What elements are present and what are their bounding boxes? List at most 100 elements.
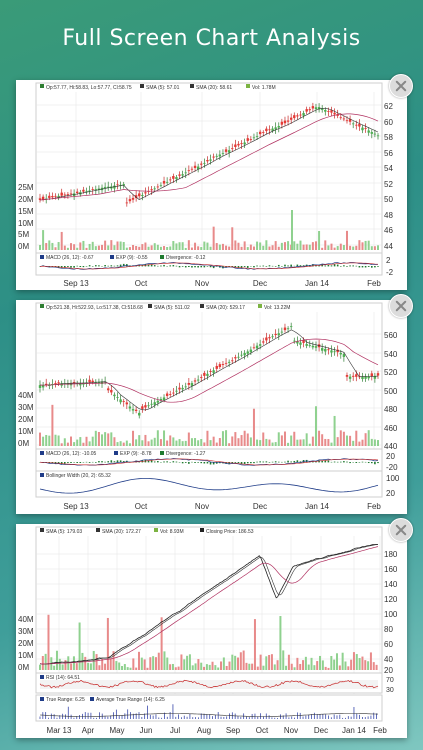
divergence-bar [76, 265, 79, 267]
candle-body [122, 184, 125, 186]
candle-body [361, 376, 364, 380]
chart-2-svg[interactable]: Op:521.38, Hi:522.93, Lo:517.38, Cl:518.… [16, 300, 407, 514]
divergence-bar [259, 461, 261, 463]
close-icon[interactable] [389, 518, 413, 542]
volume-bar [153, 243, 156, 250]
exp-line [39, 458, 379, 466]
candle-body [97, 381, 101, 384]
divergence-bar [250, 462, 252, 464]
volume-bar [129, 667, 132, 670]
chart-2-bollinger [39, 478, 379, 494]
candle-body [330, 110, 333, 113]
volume-bar [138, 246, 141, 250]
chart-3-volume-bars [39, 614, 378, 670]
candle-body [345, 120, 349, 122]
candle-body [196, 166, 200, 170]
macd-label: MACD (26, 12): -0.67 [46, 255, 94, 261]
candle-body [138, 193, 141, 197]
volume-bar [73, 442, 76, 446]
candle-body [159, 398, 163, 401]
x-tick: Feb [367, 279, 381, 288]
volume-bar [221, 431, 224, 446]
divergence-bar [321, 264, 323, 267]
chart-panel-2[interactable]: Op:521.38, Hi:522.93, Lo:517.38, Cl:518.… [16, 294, 413, 514]
candle-body [234, 357, 237, 359]
candle-body [370, 373, 373, 377]
volume-bar [169, 435, 172, 446]
volume-bar [305, 244, 308, 250]
volume-bar [91, 241, 94, 250]
divergence-bar [191, 266, 193, 268]
chart-panel-3[interactable]: SMA (5): 179.03 SMA (20): 172.27 Vol: 8.… [16, 518, 413, 738]
divergence-bar [197, 462, 199, 463]
bollinger-label: Bollinger Width (20, 2): 65.32 [46, 473, 111, 479]
volume-bar [259, 440, 262, 446]
divergence-bar [268, 265, 271, 267]
volume-bar [259, 242, 262, 250]
divergence-bar [129, 265, 131, 267]
volume-bar [215, 243, 218, 250]
volume-bar [140, 657, 143, 670]
candle-body [293, 115, 296, 119]
volume-bar [283, 242, 286, 250]
volume-bar [171, 663, 174, 670]
divergence-bar [104, 265, 106, 267]
divergence-bar [377, 266, 379, 267]
volume-bar [101, 658, 104, 670]
chart-2-volume-bars [39, 404, 379, 446]
candle-body [200, 163, 203, 165]
volume-bar [327, 667, 330, 670]
candle-body [125, 202, 129, 204]
legend-sma20: SMA (20): 172.27 [102, 529, 141, 535]
divergence-bar [355, 265, 358, 267]
divergence-label: Divergence: -1.27 [166, 451, 206, 457]
candle-body [324, 348, 327, 352]
divergence-bar [73, 462, 75, 463]
legend-sma20: SMA (20): 529.17 [206, 305, 245, 311]
volume-bar [277, 432, 280, 446]
chart-1-svg[interactable]: Op:57.77, Hi:58.83, Lo:57.77, Cl:58.75 S… [16, 80, 407, 290]
volume-bar [212, 226, 215, 250]
volume-bar [57, 435, 60, 446]
volume-bar [270, 654, 273, 670]
volume-bar [333, 247, 336, 250]
volume-bar [335, 653, 338, 670]
volume-bar [327, 439, 330, 446]
candle-body [280, 331, 284, 333]
candle-body [156, 186, 160, 188]
volume-bar [345, 435, 348, 446]
volume-bar [367, 661, 370, 670]
divergence-bar [194, 462, 196, 463]
divergence-bar [194, 266, 196, 268]
volume-tick: 10M [18, 219, 34, 228]
divergence-bar [73, 266, 75, 268]
volume-bar [228, 443, 231, 446]
indicator-tick: -20 [386, 463, 398, 472]
x-tick: Nov [195, 502, 209, 511]
volume-bar [218, 438, 221, 446]
exp-line [39, 262, 379, 270]
chart-panel-1[interactable]: Op:57.77, Hi:58.83, Lo:57.77, Cl:58.75 S… [16, 74, 413, 290]
candle-body [240, 143, 243, 145]
candle-body [258, 131, 262, 135]
sma20-line [39, 546, 379, 665]
divergence-bar [277, 264, 280, 267]
volume-bar [119, 441, 122, 446]
divergence-bar [299, 265, 302, 267]
divergence-bar [243, 266, 246, 267]
close-icon[interactable] [389, 294, 413, 318]
chart-3-svg[interactable]: SMA (5): 179.03 SMA (20): 172.27 Vol: 8.… [16, 524, 407, 738]
close-icon[interactable] [389, 74, 413, 98]
legend-swatch [200, 304, 204, 308]
volume-bar [352, 246, 355, 250]
volume-bar [152, 656, 155, 670]
volume-bar [70, 436, 73, 446]
candle-body [231, 148, 234, 150]
price-tick: 500 [384, 387, 398, 396]
volume-bar [51, 404, 54, 446]
volume-bar [220, 661, 223, 670]
volume-bar [287, 654, 290, 670]
rsi-line [39, 679, 379, 689]
divergence-bar [367, 266, 370, 267]
volume-bar [330, 243, 333, 250]
